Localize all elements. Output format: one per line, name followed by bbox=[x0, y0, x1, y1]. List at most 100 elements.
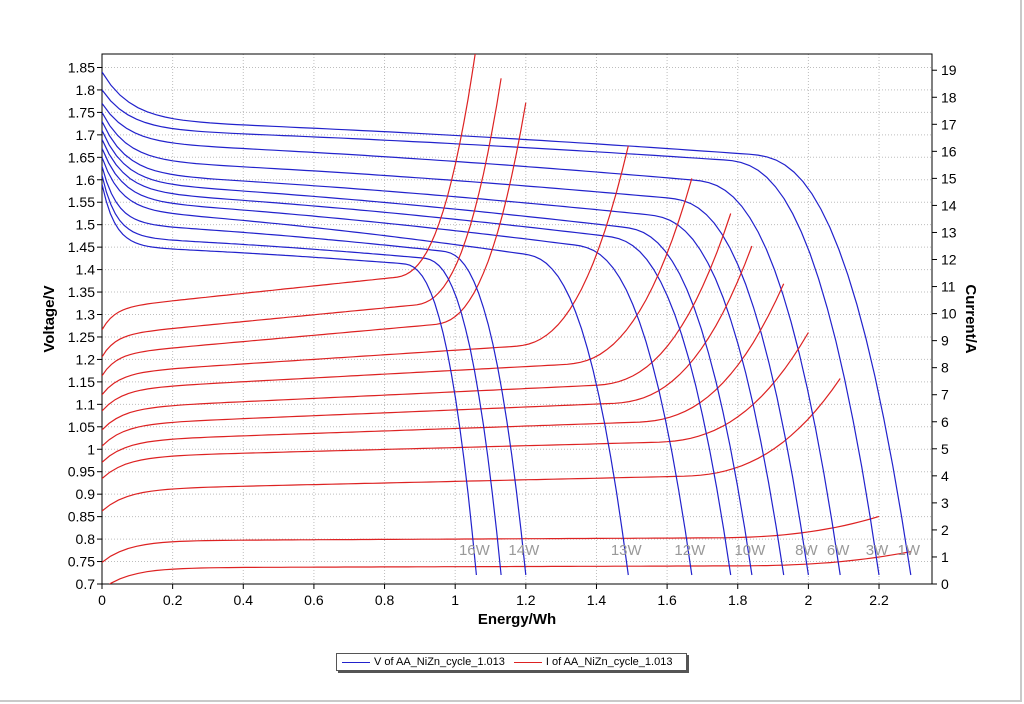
current-series-11W bbox=[102, 213, 732, 431]
current-series-9W bbox=[102, 283, 785, 463]
series-label: 1W bbox=[898, 542, 921, 559]
y2-tick-label: 11 bbox=[941, 279, 956, 295]
y2-tick-label: 0 bbox=[941, 576, 949, 592]
voltage-series-10W bbox=[102, 130, 753, 576]
y2-tick-label: 9 bbox=[941, 333, 949, 349]
current-series-3W bbox=[102, 515, 880, 563]
legend-label-current: I of AA_NiZn_cycle_1.013 bbox=[545, 656, 673, 668]
y2-tick-label: 16 bbox=[941, 143, 957, 159]
x-tick-label: 0 bbox=[98, 592, 106, 608]
y-tick-label: 1 bbox=[87, 441, 95, 457]
y2-tick-label: 7 bbox=[941, 387, 949, 403]
y2-tick-label: 8 bbox=[941, 360, 949, 376]
x-tick-label: 0.2 bbox=[163, 592, 183, 608]
y-tick-label: 1.35 bbox=[68, 284, 95, 300]
series-label: 6W bbox=[827, 542, 850, 559]
series-label: 3W bbox=[866, 542, 889, 559]
y-tick-label: 0.95 bbox=[68, 464, 95, 480]
x-axis-ticks: 0 0.2 0.4 0.6 0.8 1 1.2 1.4 1.6 1.8 2 2.2 bbox=[98, 584, 889, 608]
y2-tick-label: 1 bbox=[941, 549, 949, 565]
current-series-15W bbox=[102, 78, 502, 358]
current-series-14W bbox=[102, 102, 527, 377]
y2-axis-title: Current/A bbox=[962, 284, 979, 353]
series-label: 12W bbox=[674, 542, 706, 559]
current-series-10W bbox=[102, 245, 753, 447]
y-tick-label: 1.7 bbox=[76, 127, 96, 143]
current-series-1W bbox=[108, 551, 911, 584]
voltage-series-14W bbox=[102, 166, 527, 576]
current-series-16W bbox=[102, 54, 476, 331]
voltage-series-15W bbox=[102, 175, 502, 576]
y-tick-label: 1.55 bbox=[68, 194, 95, 210]
legend-item-current: I of AA_NiZn_cycle_1.013 bbox=[513, 656, 673, 668]
legend-item-voltage: V of AA_NiZn_cycle_1.013 bbox=[342, 656, 505, 668]
x-tick-label: 1.2 bbox=[516, 592, 536, 608]
x-tick-label: 1 bbox=[451, 592, 459, 608]
y-tick-label: 1.45 bbox=[68, 239, 95, 255]
y-tick-label: 0.9 bbox=[76, 486, 96, 502]
y2-tick-label: 15 bbox=[941, 170, 957, 186]
y2-tick-label: 12 bbox=[941, 252, 957, 268]
y-tick-label: 1.85 bbox=[68, 59, 95, 75]
series-label: 13W bbox=[611, 542, 643, 559]
x-tick-label: 1.8 bbox=[728, 592, 748, 608]
current-series-6W bbox=[102, 378, 841, 512]
voltage-series-8W bbox=[102, 112, 809, 576]
left-axis-ticks: 0.7 0.75 0.8 0.85 0.9 0.95 1 1.05 1.1 1.15 1.2 1.25… bbox=[68, 59, 102, 592]
voltage-series-6W bbox=[102, 103, 841, 576]
x-tick-label: 2.2 bbox=[869, 592, 889, 608]
y2-tick-label: 14 bbox=[941, 197, 957, 213]
series-label: 16W bbox=[459, 542, 491, 559]
x-tick-label: 0.8 bbox=[375, 592, 395, 608]
y-axis-title: Voltage/V bbox=[41, 285, 58, 352]
x-tick-label: 1.6 bbox=[657, 592, 677, 608]
voltage-series-1W bbox=[102, 71, 912, 576]
y2-tick-label: 5 bbox=[941, 441, 949, 457]
series-label: 10W bbox=[734, 542, 766, 559]
x-tick-label: 1.4 bbox=[587, 592, 607, 608]
y-tick-label: 0.85 bbox=[68, 509, 95, 525]
y-tick-label: 1.1 bbox=[76, 396, 96, 412]
y2-tick-label: 19 bbox=[941, 62, 957, 78]
y2-tick-label: 13 bbox=[941, 224, 957, 240]
series-layer bbox=[102, 54, 912, 584]
y2-tick-label: 18 bbox=[941, 89, 957, 105]
current-series-13W bbox=[102, 145, 629, 396]
y-tick-label: 0.8 bbox=[76, 531, 96, 547]
y-tick-label: 1.75 bbox=[68, 104, 95, 120]
legend-label-voltage: V of AA_NiZn_cycle_1.013 bbox=[374, 656, 505, 668]
y-tick-label: 1.4 bbox=[76, 262, 96, 278]
y2-tick-label: 6 bbox=[941, 414, 949, 430]
series-label: 14W bbox=[508, 542, 540, 559]
legend: V of AA_NiZn_cycle_1.013 I of AA_NiZn_cy… bbox=[336, 653, 687, 671]
y-tick-label: 1.3 bbox=[76, 307, 96, 323]
x-tick-label: 2 bbox=[804, 592, 812, 608]
x-tick-label: 0.4 bbox=[234, 592, 254, 608]
voltage-series-11W bbox=[102, 139, 732, 576]
y2-tick-label: 10 bbox=[941, 306, 957, 322]
y-tick-label: 1.15 bbox=[68, 374, 95, 390]
y-tick-label: 0.75 bbox=[68, 554, 95, 570]
x-tick-label: 0.6 bbox=[304, 592, 324, 608]
x-axis-title: Energy/Wh bbox=[478, 611, 556, 628]
y-tick-label: 1.5 bbox=[76, 217, 96, 233]
y-tick-label: 1.2 bbox=[76, 351, 96, 367]
y-tick-label: 1.25 bbox=[68, 329, 95, 345]
voltage-series-12W bbox=[102, 148, 693, 576]
y-tick-label: 1.6 bbox=[76, 172, 96, 188]
y-tick-label: 1.65 bbox=[68, 149, 95, 165]
legend-swatch-current bbox=[513, 661, 542, 663]
y2-tick-label: 2 bbox=[941, 522, 949, 538]
series-labels: 1W 3W 6W 8W 10W 12W 13W 14W 16W bbox=[459, 542, 921, 559]
y2-tick-label: 17 bbox=[941, 116, 957, 132]
y2-tick-label: 4 bbox=[941, 468, 949, 484]
y-tick-label: 1.8 bbox=[76, 82, 96, 98]
voltage-series-16W bbox=[102, 184, 477, 576]
y-tick-label: 1.05 bbox=[68, 419, 95, 435]
current-series-12W bbox=[102, 178, 693, 412]
voltage-series-3W bbox=[102, 89, 880, 576]
voltage-series-9W bbox=[102, 121, 785, 576]
y-tick-label: 0.7 bbox=[76, 576, 96, 592]
